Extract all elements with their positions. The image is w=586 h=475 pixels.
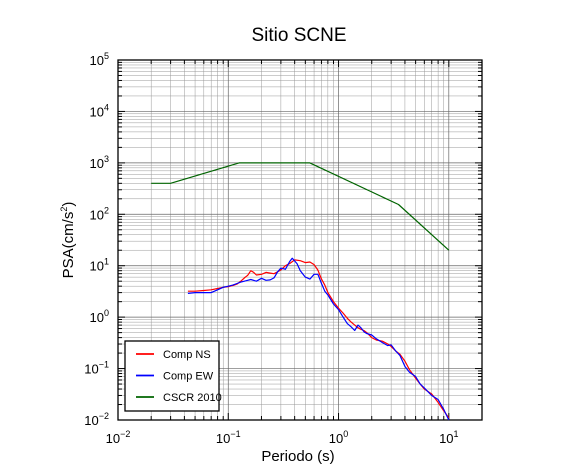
x-tick-base: 10 [216, 431, 230, 446]
y-tick-label: 103 [90, 154, 109, 171]
y-tick-label: 102 [90, 205, 109, 222]
x-tick-exp: 0 [343, 429, 348, 439]
legend: Comp NS Comp EW CSCR 2010 [124, 340, 222, 412]
y-tick-label: 104 [90, 102, 109, 119]
x-tick-exp: −1 [230, 429, 240, 439]
x-tick-labels: 10−2 10−1 100 101 [106, 429, 459, 446]
y-tick-base: 10 [90, 156, 104, 171]
y-tick-base: 10 [90, 310, 104, 325]
x-tick-base: 10 [329, 431, 343, 446]
y-tick-label: 10−2 [84, 411, 109, 428]
y-tick-base: 10 [84, 362, 98, 377]
legend-label-cscr-2010: CSCR 2010 [163, 392, 222, 404]
y-tick-base: 10 [84, 413, 98, 428]
x-tick-base: 10 [106, 431, 120, 446]
y-tick-base: 10 [90, 53, 104, 68]
y-tick-exp: −1 [99, 360, 109, 370]
y-tick-exp: 2 [104, 205, 109, 215]
x-tick-base: 10 [439, 431, 453, 446]
series-line-comp-ew [187, 257, 450, 421]
y-tick-label: 101 [90, 257, 109, 274]
y-axis-label: PSA(cm/s2) [59, 202, 77, 279]
y-axis-label-base: PSA(cm/s [60, 212, 77, 279]
y-tick-base: 10 [90, 104, 104, 119]
x-tick-label: 100 [329, 429, 348, 446]
legend-label-comp-ns: Comp NS [163, 349, 211, 361]
y-tick-label: 10−1 [84, 360, 109, 377]
x-tick-exp: −2 [120, 429, 130, 439]
y-tick-base: 10 [90, 259, 104, 274]
series-lines [151, 162, 450, 421]
y-tick-label: 105 [90, 51, 109, 68]
x-tick-label: 10−2 [106, 429, 131, 446]
legend-label-comp-ew: Comp EW [163, 371, 214, 383]
y-tick-exp: 3 [104, 154, 109, 164]
y-tick-label: 100 [90, 308, 109, 325]
y-tick-base: 10 [90, 207, 104, 222]
y-tick-exp: 4 [104, 102, 109, 112]
y-tick-exp: 5 [104, 51, 109, 61]
y-tick-exp: 0 [104, 308, 109, 318]
series-line-cscr-2010 [151, 162, 450, 251]
x-tick-label: 10−1 [216, 429, 241, 446]
x-tick-label: 101 [439, 429, 458, 446]
x-tick-exp: 1 [454, 429, 459, 439]
series-line-comp-ns [187, 259, 450, 419]
grid-minor [118, 60, 483, 420]
plot-frame [117, 59, 483, 421]
chart-title: Sitio SCNE [251, 25, 346, 46]
y-axis-label-exp: 2 [59, 207, 69, 212]
y-tick-exp: 1 [104, 257, 109, 267]
x-axis-label: Periodo (s) [261, 448, 334, 465]
y-axis-label-close: ) [60, 202, 77, 207]
y-tick-exp: −2 [99, 411, 109, 421]
